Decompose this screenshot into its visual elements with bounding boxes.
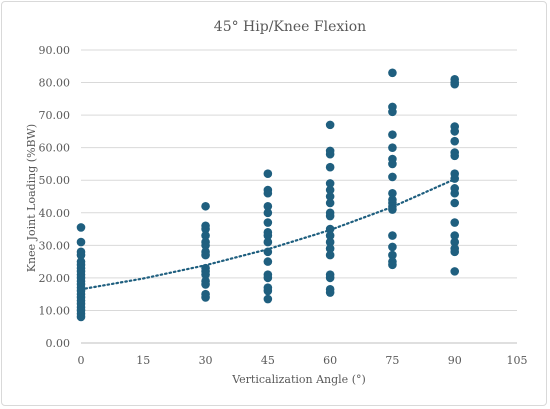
y-tick-label: 30.00 — [39, 239, 71, 252]
data-point — [388, 260, 397, 270]
data-point — [263, 247, 273, 257]
data-point — [450, 188, 460, 198]
y-tick-label: 20.00 — [39, 272, 71, 285]
data-point — [263, 294, 273, 304]
data-point — [76, 250, 86, 260]
x-tick-label: 30 — [199, 354, 213, 367]
data-point — [388, 68, 397, 78]
data-point — [263, 188, 273, 198]
y-tick-label: 60.00 — [39, 142, 71, 155]
y-tick-label: 50.00 — [39, 174, 71, 187]
data-point — [325, 179, 335, 188]
data-point — [325, 211, 335, 221]
y-tick-label: 0.00 — [46, 337, 71, 350]
data-point — [450, 198, 460, 208]
y-tick-label: 10.00 — [39, 304, 71, 317]
data-point — [388, 231, 397, 240]
data-point — [388, 159, 397, 169]
data-point — [76, 223, 86, 232]
y-axis-label: Knee Joint Loading (%BW) — [25, 124, 38, 272]
data-point — [325, 273, 335, 283]
data-points — [76, 68, 460, 322]
y-tick-labels: 0.00 10.00 20.00 30.00 40.00 50.00 60.00 70.00 8… — [39, 44, 71, 350]
data-point — [325, 185, 335, 195]
data-point — [263, 286, 273, 296]
data-point — [325, 192, 335, 201]
data-point — [263, 201, 273, 211]
data-point — [263, 208, 273, 218]
data-point — [263, 237, 273, 247]
data-point — [325, 198, 335, 208]
data-point — [450, 267, 460, 276]
data-point — [325, 250, 335, 260]
data-point — [325, 237, 335, 247]
data-point — [388, 188, 397, 198]
data-point — [388, 143, 397, 152]
data-point — [201, 201, 210, 211]
data-point — [450, 218, 460, 227]
data-point — [76, 312, 86, 322]
data-point — [450, 247, 460, 257]
data-point — [388, 172, 397, 182]
data-point — [325, 120, 335, 130]
data-point — [201, 224, 210, 234]
data-point — [325, 244, 335, 253]
data-point — [450, 79, 460, 89]
data-point — [201, 280, 210, 289]
data-point — [388, 250, 397, 260]
x-tick-labels: 0 15 30 45 60 75 90 105 — [78, 354, 528, 367]
data-point — [325, 231, 335, 240]
y-tick-label: 70.00 — [39, 109, 71, 122]
data-point — [76, 237, 86, 247]
data-point — [263, 218, 273, 227]
data-point — [263, 231, 273, 240]
data-point — [450, 237, 460, 247]
data-point — [201, 270, 210, 279]
data-point — [388, 107, 397, 117]
x-tick-label: 15 — [136, 354, 150, 367]
data-point — [388, 242, 397, 252]
data-point — [325, 224, 335, 234]
data-point — [325, 149, 335, 159]
y-tick-label: 40.00 — [39, 207, 71, 220]
data-point — [263, 257, 273, 266]
x-tick-label: 105 — [507, 354, 528, 367]
x-tick-label: 90 — [448, 354, 462, 367]
data-point — [450, 231, 460, 240]
x-tick-label: 75 — [385, 354, 399, 367]
data-point — [450, 136, 460, 146]
x-tick-label: 60 — [323, 354, 337, 367]
data-point — [263, 169, 273, 179]
x-axis-label: Verticalization Angle (°) — [231, 373, 366, 386]
data-point — [450, 127, 460, 136]
gridlines — [81, 49, 517, 344]
data-point — [201, 241, 210, 250]
data-point — [325, 288, 335, 297]
data-point — [201, 250, 210, 260]
data-point — [450, 151, 460, 161]
y-tick-label: 90.00 — [39, 44, 71, 57]
data-point — [201, 293, 210, 302]
y-tick-label: 80.00 — [39, 77, 71, 90]
data-point — [325, 162, 335, 172]
chart-title: 45° Hip/Knee Flexion — [214, 19, 366, 35]
data-point — [388, 205, 397, 214]
x-tick-label: 45 — [261, 354, 275, 367]
data-point — [263, 273, 273, 283]
data-point — [201, 231, 210, 240]
data-point — [450, 174, 460, 183]
x-tick-label: 0 — [78, 354, 85, 367]
data-point — [388, 130, 397, 139]
